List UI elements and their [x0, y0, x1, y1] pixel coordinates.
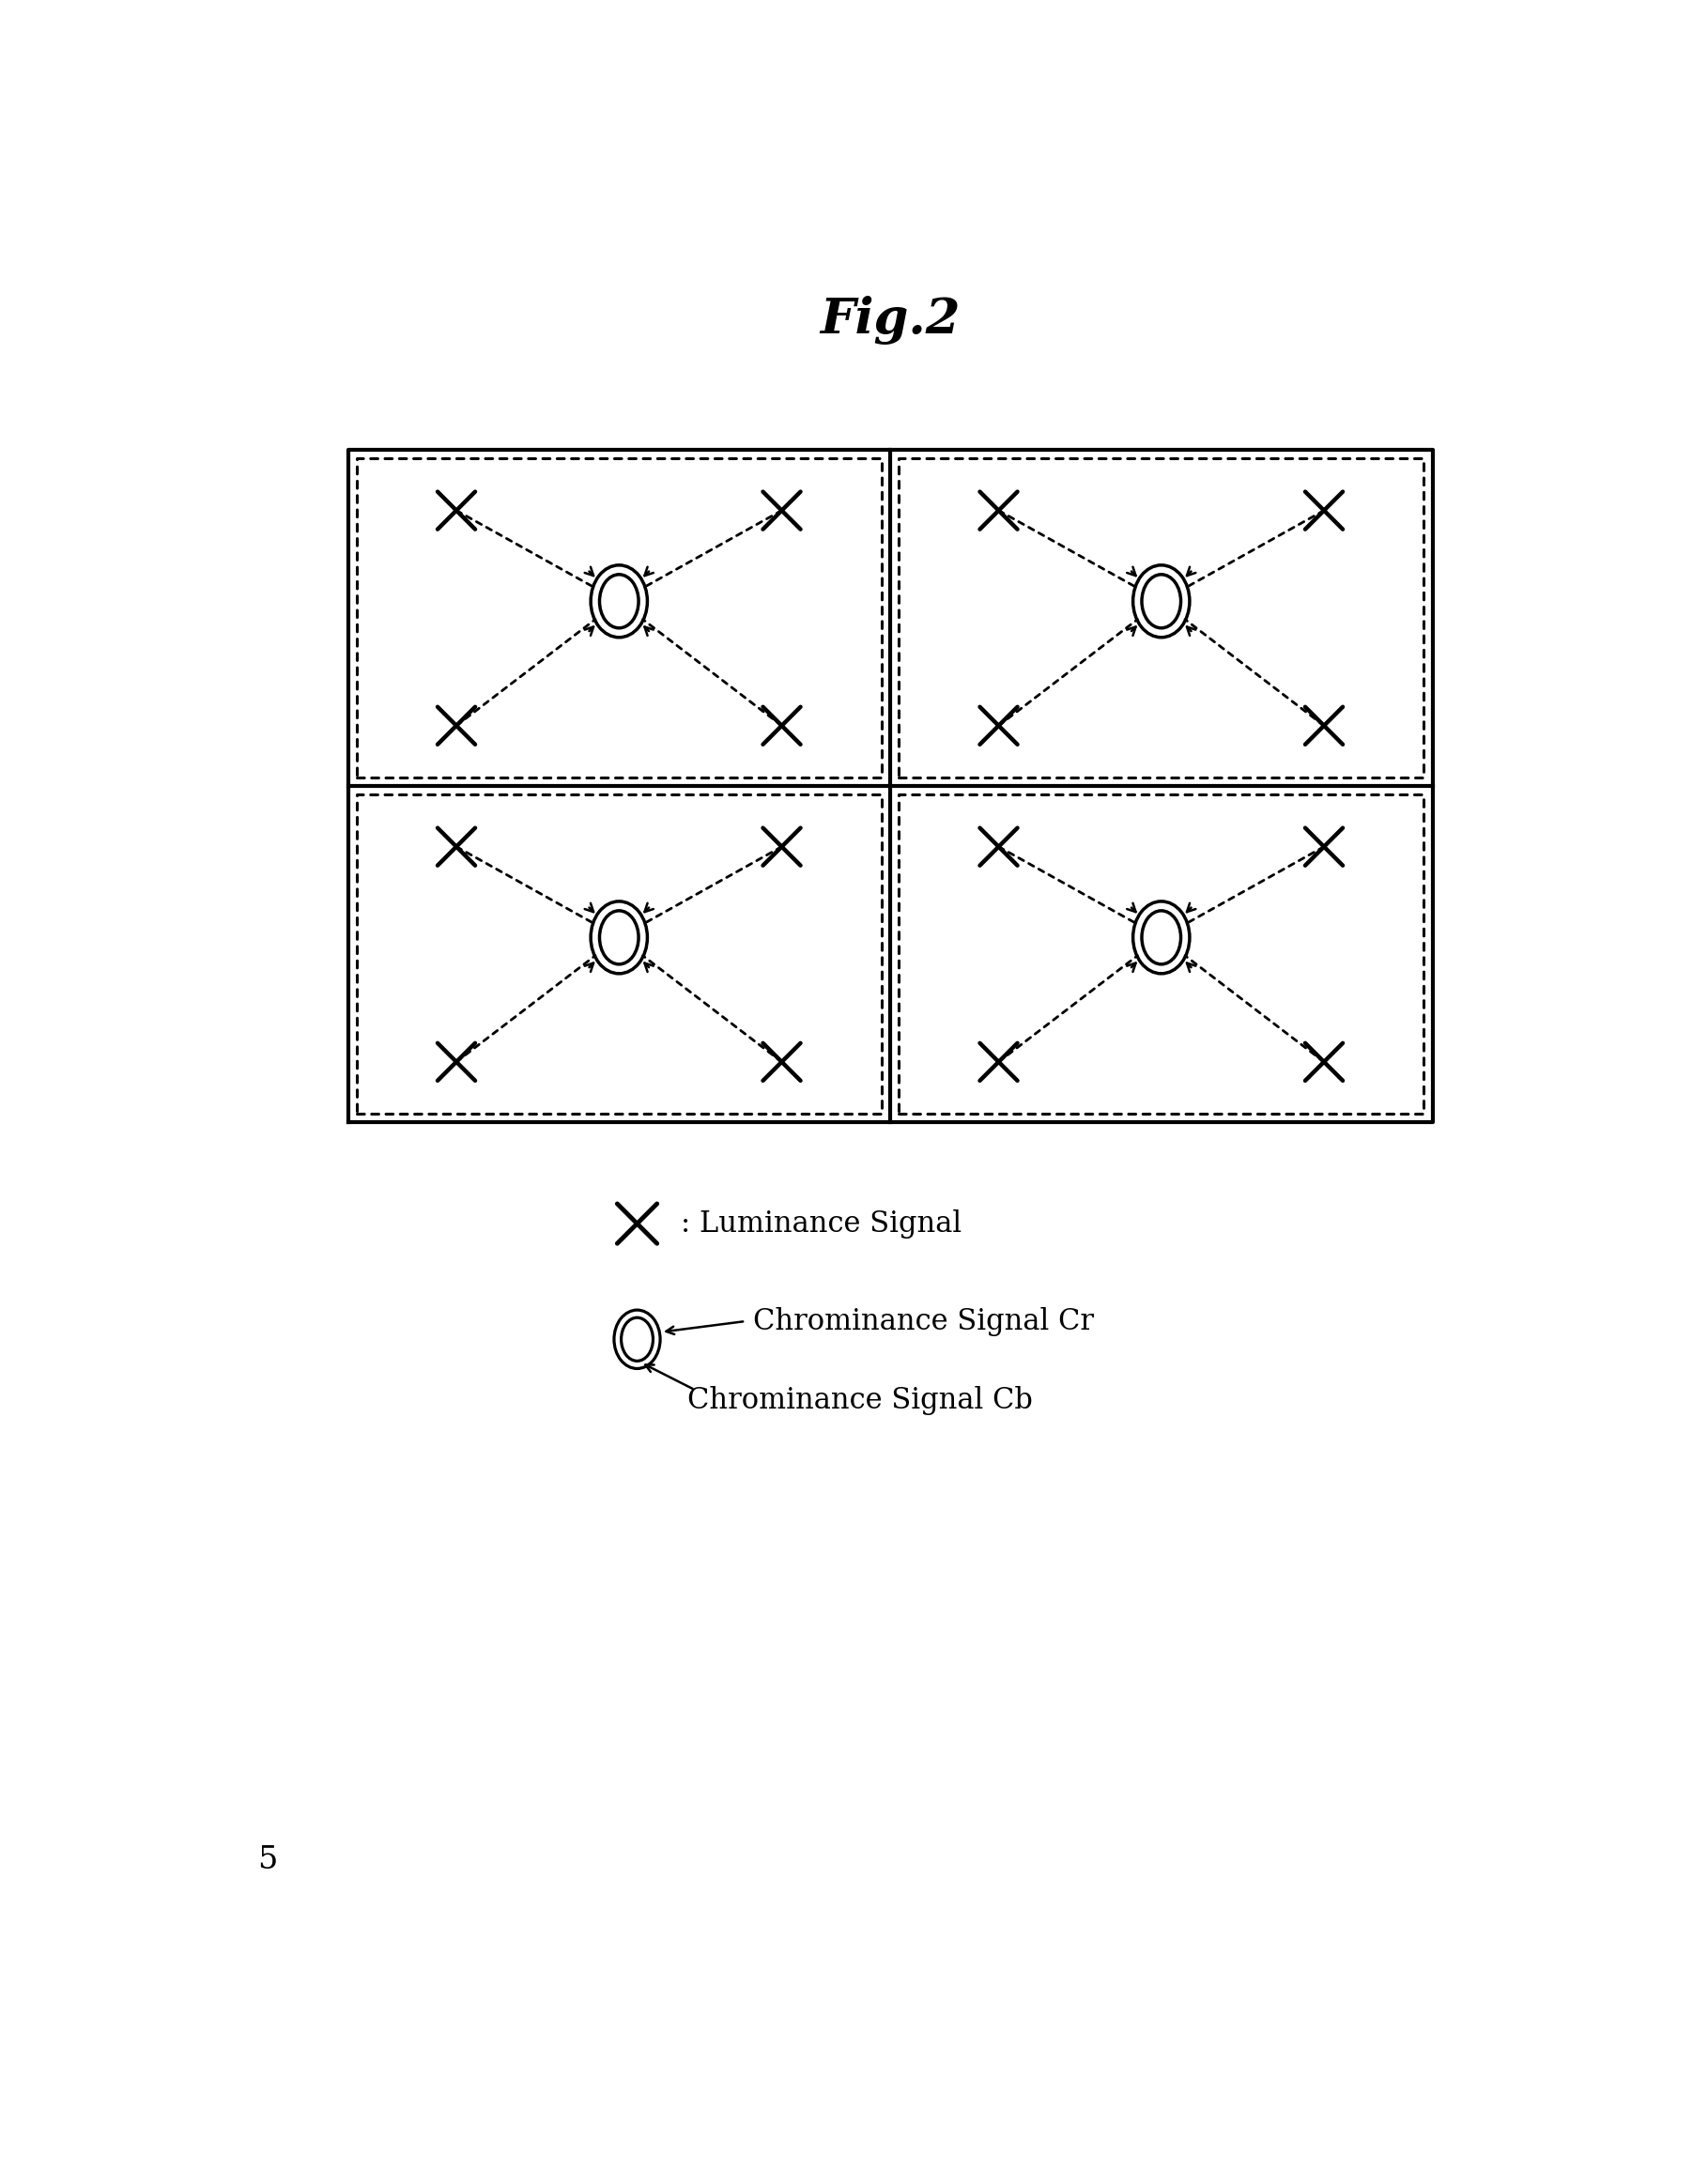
Text: Chrominance Signal Cb: Chrominance Signal Cb — [688, 1387, 1033, 1415]
Text: Chrominance Signal Cr: Chrominance Signal Cr — [753, 1307, 1093, 1335]
Text: Fig.2: Fig.2 — [820, 295, 960, 345]
Ellipse shape — [622, 1318, 652, 1361]
Ellipse shape — [600, 910, 639, 964]
Text: 5: 5 — [258, 1845, 278, 1876]
Ellipse shape — [1141, 575, 1180, 627]
Text: : Luminance Signal: : Luminance Signal — [680, 1209, 962, 1237]
Ellipse shape — [600, 575, 639, 627]
Ellipse shape — [1141, 910, 1180, 964]
